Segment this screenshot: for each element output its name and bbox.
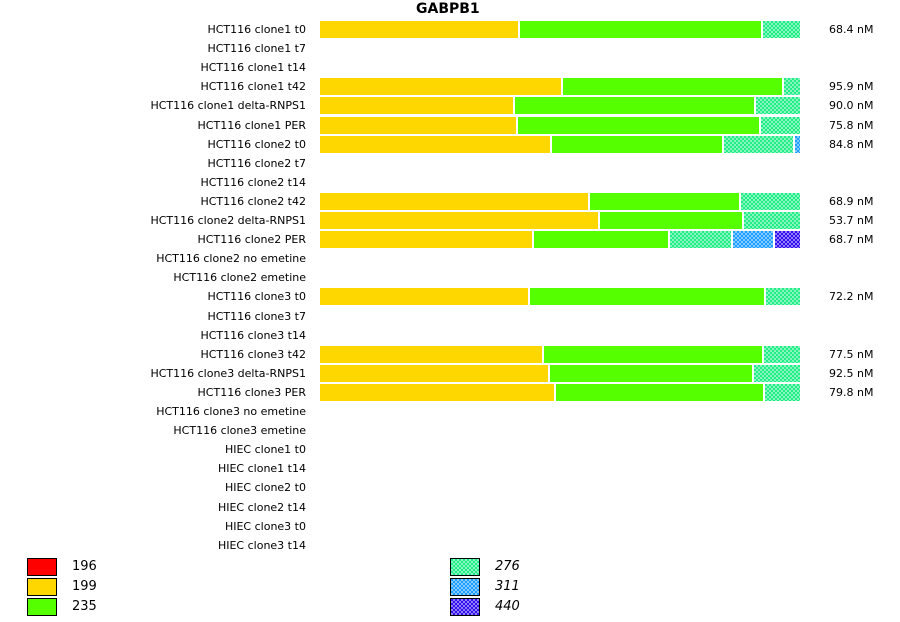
row-total-value: 72.2 nM	[829, 290, 874, 304]
bar-segment-235	[544, 345, 764, 363]
bar-segment-276	[783, 78, 802, 96]
row-label: HIEC clone2 t14	[217, 500, 306, 514]
row-total-value: 53.7 nM	[829, 214, 874, 227]
bar-segment-235	[590, 192, 742, 210]
bar-segment-440	[775, 231, 802, 249]
row-label: HCT116 clone2 no emetine	[156, 252, 306, 266]
row-label: HCT116 clone2 t14	[200, 175, 306, 189]
row-label: HCT116 clone2 emetine	[173, 271, 306, 285]
row-label: HCT116 clone3 PER	[197, 385, 306, 399]
row-label: HCT116 clone2 PER	[197, 233, 306, 247]
row-label: HIEC clone2 t0	[224, 481, 306, 495]
bar-segment-235	[514, 97, 756, 115]
bar-segment-199	[320, 383, 557, 401]
bar-segment-276	[744, 212, 802, 229]
row-total-value: 68.4 nM	[829, 23, 874, 36]
bar-segment-199	[320, 78, 563, 96]
bar-segment-276	[761, 116, 802, 134]
row-label: HCT116 clone1 t42	[200, 80, 306, 94]
bar-segment-235	[520, 21, 763, 38]
bar-segment-235	[518, 116, 762, 134]
bar-segment-311	[733, 231, 776, 249]
row-label: HCT116 clone2 t42	[200, 194, 306, 208]
row-label: HCT116 clone3 emetine	[173, 424, 306, 438]
bar-segment-276	[766, 288, 802, 306]
row-label: HCT116 clone1 t14	[200, 61, 306, 75]
bar-segment-276	[763, 345, 802, 363]
legend-label-196: 196	[72, 559, 97, 574]
legend-label-276: 276	[495, 559, 520, 574]
row-label: HCT116 clone3 delta-RNPS1	[150, 366, 306, 380]
legend-swatch-196	[27, 558, 57, 576]
bar-segment-235	[534, 231, 671, 249]
row-label: HCT116 clone2 t0	[207, 137, 306, 151]
bar-segment-199	[320, 231, 534, 249]
row-total-value: 92.5 nM	[829, 366, 874, 380]
row-total-value: 68.9 nM	[829, 194, 874, 208]
bar-segment-235	[599, 212, 745, 229]
row-total-value: 68.7 nM	[829, 233, 874, 247]
bar-segment-199	[320, 364, 550, 382]
bar-segment-276	[670, 231, 734, 249]
bar-segment-276	[762, 21, 802, 38]
bar-segment-235	[556, 383, 765, 401]
row-label: HCT116 clone3 t42	[200, 347, 306, 361]
bar-segment-199	[320, 192, 591, 210]
legend-label-235: 235	[72, 599, 97, 614]
bar-segment-199	[320, 345, 545, 363]
row-label: HIEC clone3 t0	[224, 519, 306, 533]
row-label: HCT116 clone1 t7	[207, 42, 306, 56]
bar-segment-276	[755, 97, 802, 115]
row-label: HCT116 clone3 t7	[207, 309, 306, 323]
bar-segment-276	[741, 192, 802, 210]
row-total-value: 84.8 nM	[829, 137, 874, 151]
bar-segment-235	[562, 78, 784, 96]
legend-label-199: 199	[72, 579, 97, 594]
legend-swatch-235	[27, 598, 57, 616]
row-total-value: 75.8 nM	[829, 118, 874, 132]
bar-segment-199	[320, 135, 552, 153]
row-total-value: 90.0 nM	[829, 99, 874, 113]
legend-swatch-311	[450, 578, 480, 596]
row-label: HCT116 clone1 PER	[197, 118, 306, 132]
row-label: HCT116 clone3 t0	[207, 290, 306, 304]
row-total-value: 95.9 nM	[829, 80, 874, 94]
bar-segment-199	[320, 97, 515, 115]
legend-swatch-276	[450, 558, 480, 576]
row-label: HCT116 clone2 delta-RNPS1	[150, 214, 306, 227]
row-label: HIEC clone3 t14	[217, 538, 306, 552]
bar-segment-276	[724, 135, 795, 153]
row-total-value: 77.5 nM	[829, 347, 874, 361]
row-label: HCT116 clone3 no emetine	[156, 405, 306, 418]
bar-segment-235	[549, 364, 754, 382]
row-label: HCT116 clone1 delta-RNPS1	[150, 99, 306, 113]
legend-label-311: 311	[495, 579, 520, 594]
legend-swatch-199	[27, 578, 57, 596]
bar-segment-199	[320, 288, 531, 306]
row-label: HCT116 clone3 t14	[200, 328, 306, 342]
row-label: HIEC clone1 t14	[217, 462, 306, 476]
bar-segment-276	[764, 383, 802, 401]
bar-segment-199	[320, 116, 519, 134]
row-label: HIEC clone1 t0	[224, 443, 306, 457]
row-label: HCT116 clone2 t7	[207, 156, 306, 170]
chart-title: GABPB1	[416, 1, 480, 17]
row-label: HCT116 clone1 t0	[207, 23, 306, 36]
stacked-bar-chart: HCT116 clone1 t0 68.4 nM HCT116 clone1 t7 H…	[150, 21, 874, 552]
bar-segment-235	[530, 288, 767, 306]
legend-swatch-440	[450, 598, 480, 616]
row-total-value: 79.8 nM	[829, 385, 874, 399]
bar-segment-311	[794, 135, 802, 153]
bar-segment-276	[753, 364, 802, 382]
bar-segment-199	[320, 212, 600, 229]
legend-label-440: 440	[495, 599, 520, 614]
bar-segment-199	[320, 21, 521, 38]
bar-segment-235	[551, 135, 725, 153]
